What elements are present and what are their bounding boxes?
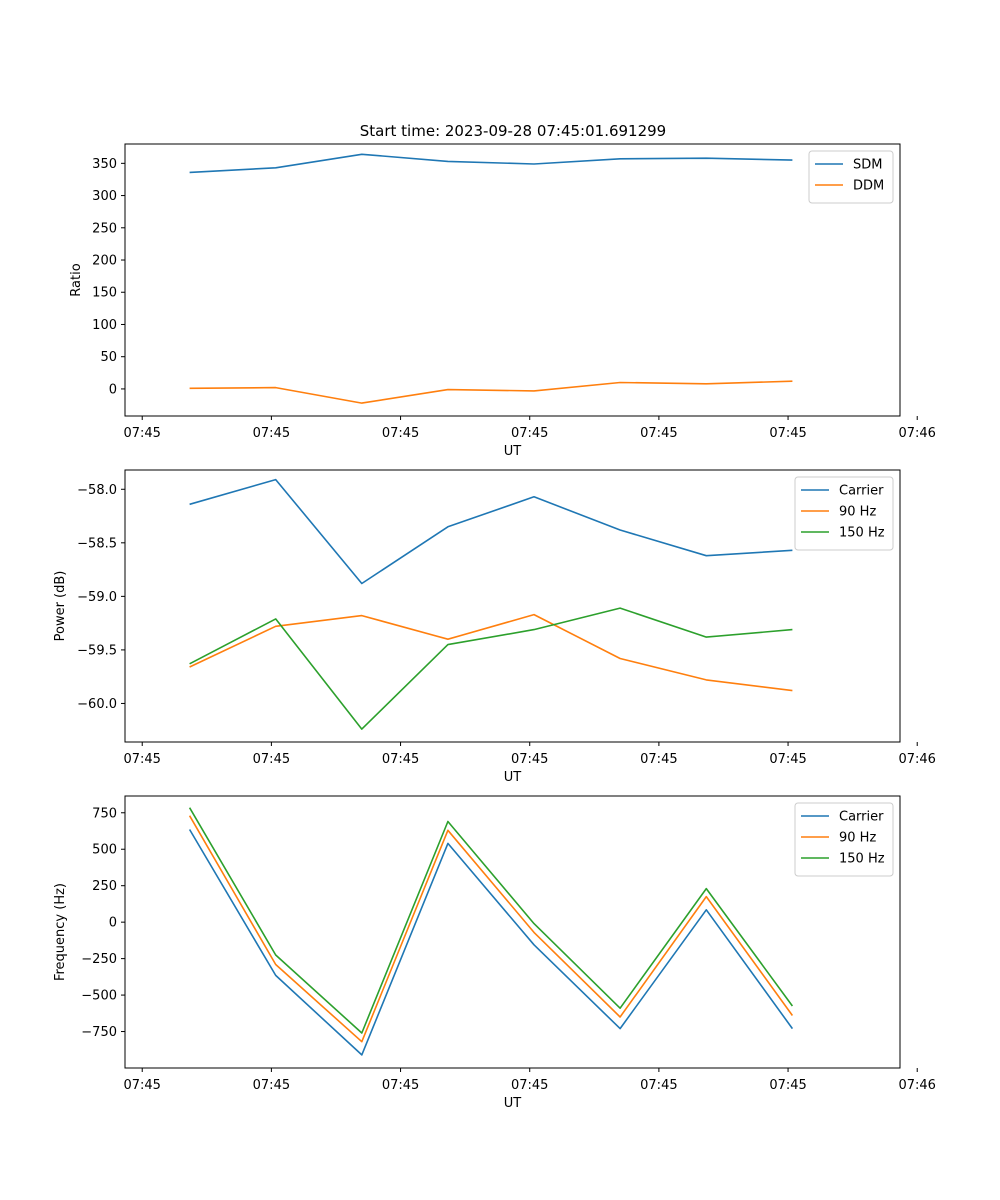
x-tick-label: 07:45	[382, 1078, 419, 1093]
series-line-sdm	[189, 153, 793, 174]
x-tick-label: 07:45	[640, 426, 677, 441]
x-tick-label: 07:45	[382, 426, 419, 441]
y-tick-label: 100	[92, 318, 117, 333]
series-line-carrier	[189, 478, 793, 585]
axes-frame	[124, 469, 901, 743]
legend-label: 150 Hz	[839, 852, 885, 867]
x-tick-label: 07:45	[511, 752, 548, 767]
x-tick-label: 07:46	[898, 426, 935, 441]
series-line-ddm	[189, 380, 793, 404]
x-tick-label: 07:45	[123, 752, 160, 767]
x-tick-label: 07:45	[123, 1078, 160, 1093]
y-tick-label: 350	[92, 157, 117, 172]
y-tick-label: 750	[92, 806, 117, 821]
panels: 0 50 100 150 200 250 300 350 07:45 07:45 07:45 07:4…	[53, 143, 936, 1111]
y-axis-label: Frequency (Hz)	[53, 883, 68, 981]
legend-label: Carrier	[839, 810, 884, 825]
x-tick-label: 07:45	[769, 426, 806, 441]
legend: Carrier 90 Hz 150 Hz	[794, 476, 894, 551]
y-tick-label: 250	[92, 221, 117, 236]
x-tick-label: 07:45	[253, 752, 290, 767]
figure-title: Start time: 2023-09-28 07:45:01.691299	[360, 122, 666, 140]
x-axis-label: UT	[504, 444, 522, 459]
x-axis-label: UT	[504, 1096, 522, 1111]
y-tick-label: 250	[92, 879, 117, 894]
y-tick-label: 50	[100, 350, 117, 365]
y-tick-label: −58.5	[77, 536, 117, 551]
x-tick-label: 07:46	[898, 752, 935, 767]
y-tick-label: 150	[92, 286, 117, 301]
y-axis-label: Ratio	[69, 263, 84, 296]
y-axis-label: Power (dB)	[53, 571, 68, 642]
y-tick-label: −250	[81, 952, 117, 967]
series-line-150-hz	[189, 607, 793, 730]
y-tick-label: 0	[109, 916, 117, 931]
y-tick-label: −60.0	[77, 697, 117, 712]
x-tick-label: 07:45	[640, 752, 677, 767]
x-tick-label: 07:45	[511, 1078, 548, 1093]
x-tick-label: 07:45	[123, 426, 160, 441]
x-tick-label: 07:45	[382, 752, 419, 767]
series-line-150-hz	[188, 807, 794, 1034]
y-tick-label: 200	[92, 254, 117, 269]
legend-label: DDM	[853, 179, 884, 194]
y-tick-label: 500	[92, 843, 117, 858]
y-tick-label: −500	[81, 989, 117, 1004]
x-tick-label: 07:45	[511, 426, 548, 441]
series-line-90-hz	[189, 613, 793, 692]
axes-frame	[124, 795, 901, 1069]
legend-label: SDM	[853, 158, 882, 173]
x-tick-label: 07:45	[769, 752, 806, 767]
series-line-carrier	[188, 829, 794, 1056]
series-line-90-hz	[188, 815, 794, 1043]
x-tick-label: 07:46	[898, 1078, 935, 1093]
y-tick-label: −59.0	[77, 590, 117, 605]
legend-label: 90 Hz	[839, 505, 876, 520]
axes-frame	[124, 143, 901, 417]
x-tick-label: 07:45	[769, 1078, 806, 1093]
legend: SDM DDM	[808, 150, 894, 204]
chart-panel-2: −58.0 −58.5 −59.0 −59.5 −60.0 07:45 07:45 07:45…	[53, 469, 936, 785]
chart-panel-3: 750 500 250 0 −250 −500 −750 07:45 07:45 07:45 07:…	[53, 795, 936, 1111]
legend-label: Carrier	[839, 484, 884, 499]
y-tick-label: 300	[92, 189, 117, 204]
y-tick-label: −59.5	[77, 643, 117, 658]
x-tick-label: 07:45	[253, 426, 290, 441]
chart-panel-1: 0 50 100 150 200 250 300 350 07:45 07:45 07:45 07:4…	[69, 143, 936, 459]
y-tick-label: −750	[81, 1025, 117, 1040]
legend-label: 150 Hz	[839, 526, 885, 541]
y-tick-label: −58.0	[77, 483, 117, 498]
x-tick-label: 07:45	[640, 1078, 677, 1093]
y-tick-label: 0	[109, 382, 117, 397]
x-axis-label: UT	[504, 770, 522, 785]
legend: Carrier 90 Hz 150 Hz	[794, 802, 894, 877]
legend-label: 90 Hz	[839, 831, 876, 846]
x-tick-label: 07:45	[253, 1078, 290, 1093]
